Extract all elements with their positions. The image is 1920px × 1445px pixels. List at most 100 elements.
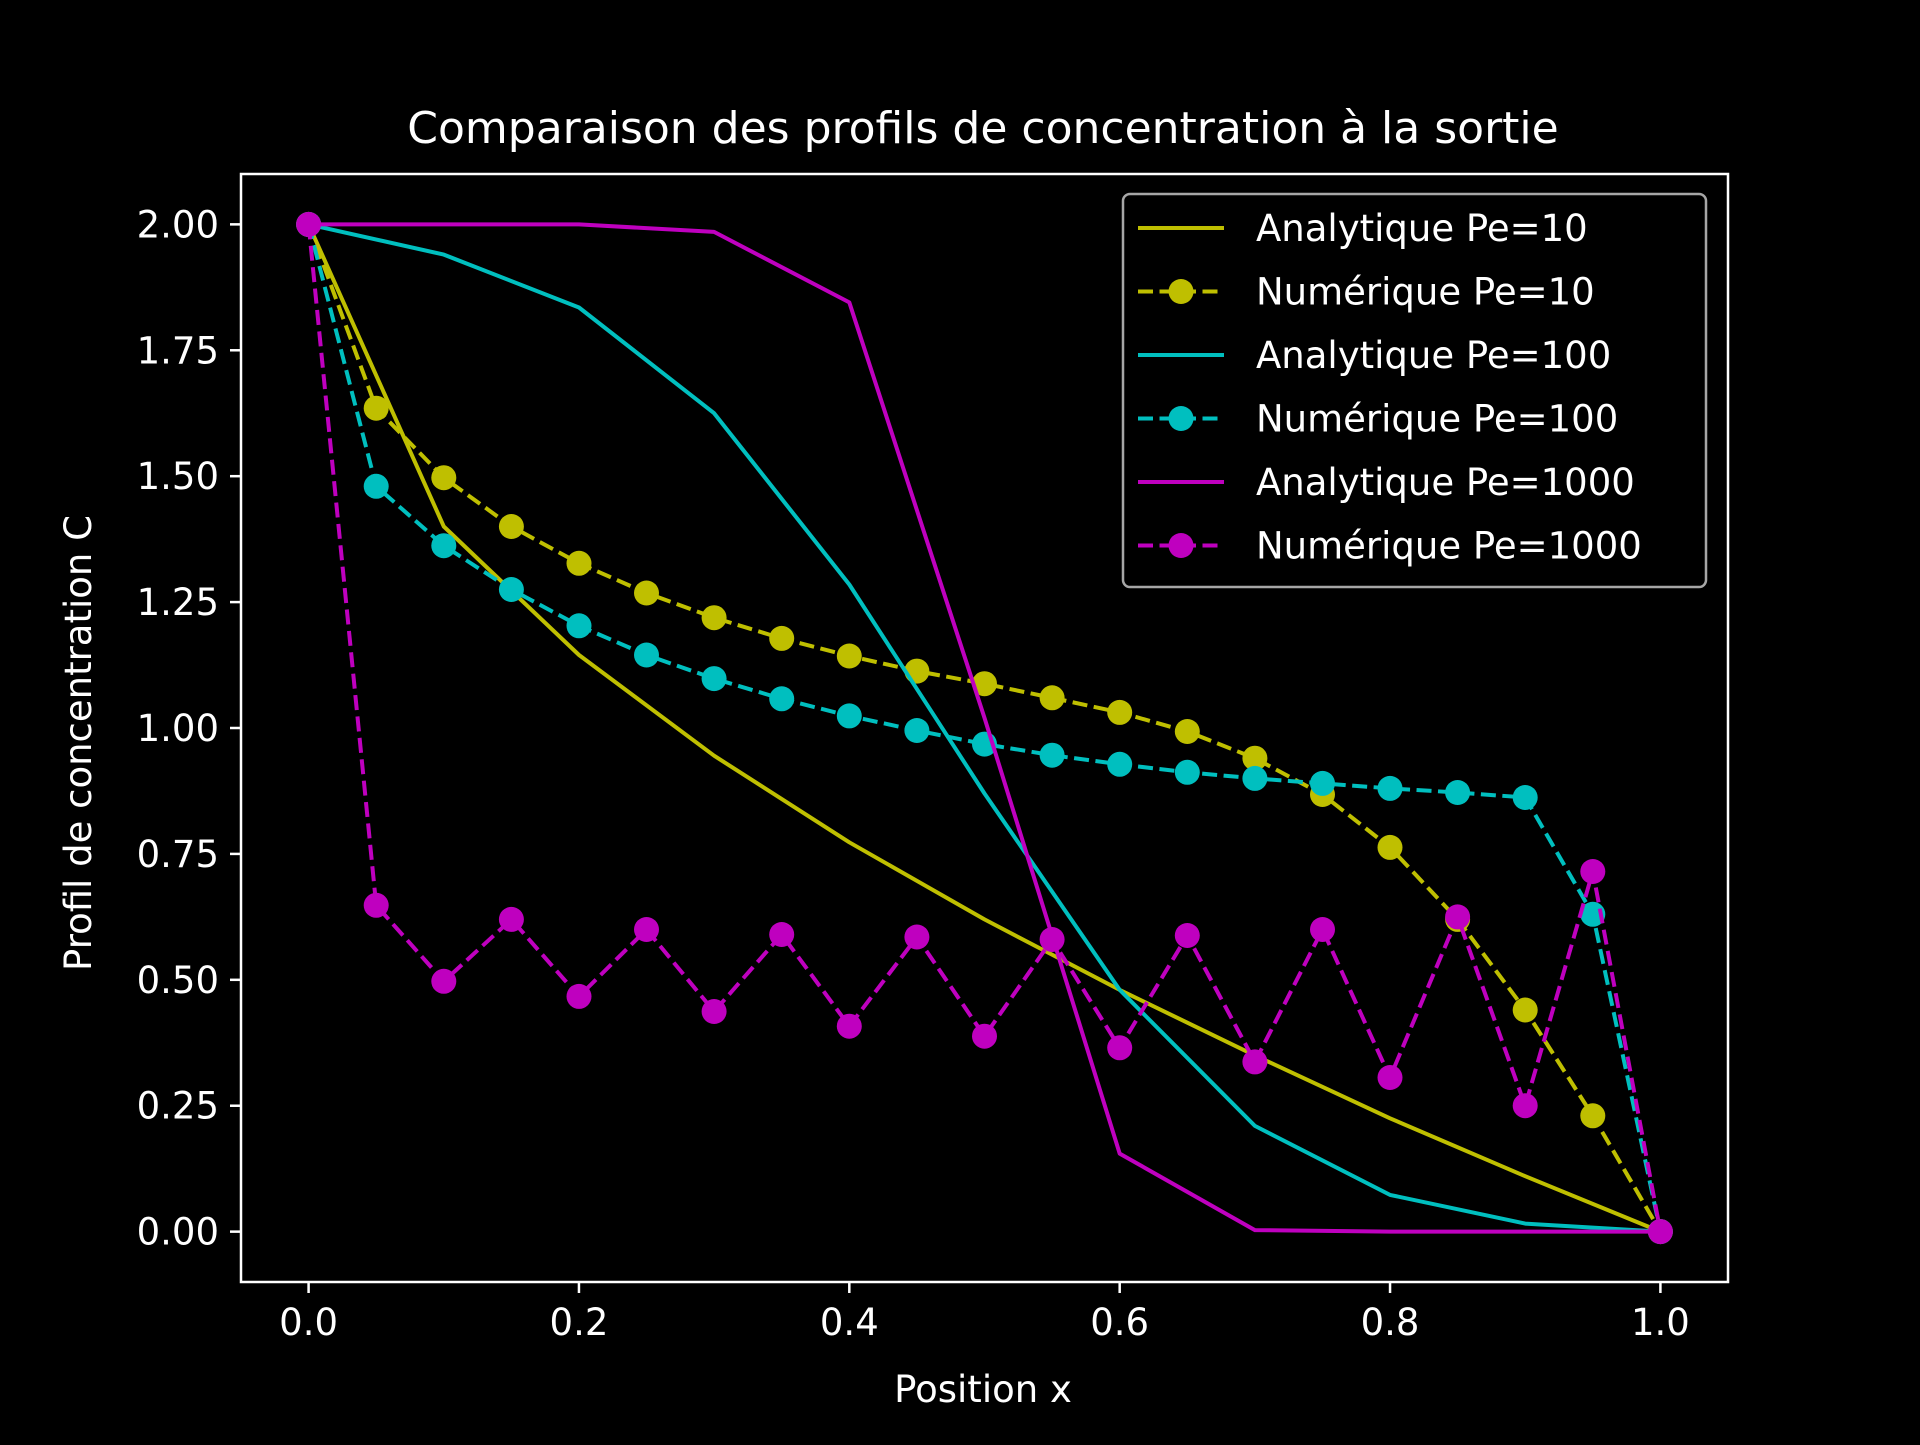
data-point-numerique-pe-100 [1242, 765, 1268, 791]
data-point-numerique-pe-1000 [634, 917, 659, 942]
series-layer [296, 211, 1673, 1245]
data-point-numerique-pe-1000 [1377, 1065, 1403, 1090]
series-analytique-pe-1000 [308, 222, 1661, 1234]
legend-item-analytique-pe-100: Analytique Pe=100 [1138, 334, 1611, 377]
data-point-numerique-pe-1000 [1445, 904, 1471, 930]
y-tick-label: 2.00 [137, 203, 219, 246]
data-point-numerique-pe-100 [634, 642, 659, 668]
series-line-numerique-pe-1000 [306, 224, 1663, 1232]
data-point-numerique-pe-1000 [1580, 859, 1606, 884]
y-axis-label: Profil de concentration C [57, 515, 100, 971]
data-point-numerique-pe-100 [1174, 759, 1200, 785]
x-tick-label: 0.4 [820, 1301, 879, 1344]
data-point-numerique-pe-10 [701, 605, 727, 631]
data-point-numerique-pe-100 [1580, 901, 1606, 927]
axes-layer: 0.0 0.2 0.4 0.6 0.8 1.0 0.00 0.25 0.50 0.75 1.00 1.… [137, 172, 1730, 1344]
y-tick-label: 1.50 [137, 455, 219, 498]
x-tick-label: 0.2 [550, 1301, 609, 1344]
y-tick-label: 1.25 [137, 581, 219, 624]
data-point-numerique-pe-1000 [1242, 1049, 1268, 1075]
y-tick-label: 0.00 [137, 1211, 219, 1254]
data-point-numerique-pe-100 [566, 613, 592, 639]
data-point-numerique-pe-1000 [498, 906, 524, 932]
data-point-numerique-pe-10 [1174, 719, 1200, 744]
data-point-numerique-pe-100 [1107, 751, 1133, 777]
series-line-analytique-pe-1000 [308, 222, 1661, 1234]
x-tick-label: 0.8 [1361, 1301, 1420, 1344]
legend-label-analytique-pe-1000: Analytique Pe=1000 [1256, 461, 1635, 504]
data-point-numerique-pe-1000 [1647, 1219, 1673, 1245]
series-line-numerique-pe-10 [306, 223, 1663, 1233]
data-point-numerique-pe-10 [431, 465, 457, 491]
data-point-numerique-pe-100 [1512, 785, 1538, 810]
data-point-numerique-pe-10 [769, 625, 795, 651]
y-tick-label: 1.75 [137, 329, 219, 372]
legend-items: Analytique Pe=10 Numérique Pe=10 Analytiqu… [1138, 207, 1642, 568]
data-point-numerique-pe-10 [1039, 685, 1065, 711]
data-point-numerique-pe-100 [1445, 780, 1471, 805]
data-point-numerique-pe-10 [1242, 745, 1268, 771]
y-tick-label: 0.50 [137, 959, 219, 1002]
series-analytique-pe-10 [306, 223, 1662, 1234]
x-tick-label: 1.0 [1631, 1301, 1690, 1344]
data-point-numerique-pe-1000 [1107, 1035, 1133, 1061]
legend-marker-numerique-pe-1000 [1168, 533, 1194, 558]
legend-item-numerique-pe-10: Numérique Pe=10 [1138, 271, 1595, 314]
legend-label-numerique-pe-1000: Numérique Pe=1000 [1256, 525, 1642, 568]
legend: Analytique Pe=10 Numérique Pe=10 Analytiqu… [1121, 192, 1708, 589]
data-point-numerique-pe-10 [566, 550, 592, 576]
y-tick-label: 0.25 [137, 1085, 219, 1128]
series-line-analytique-pe-10 [306, 223, 1662, 1234]
data-point-numerique-pe-1000 [1310, 917, 1335, 942]
data-point-numerique-pe-1000 [1039, 927, 1065, 952]
x-tick-label: 0.6 [1090, 1301, 1149, 1344]
legend-item-analytique-pe-10: Analytique Pe=10 [1138, 207, 1588, 250]
data-point-numerique-pe-1000 [769, 922, 795, 947]
x-axis-label: Position x [894, 1368, 1072, 1411]
data-point-numerique-pe-100 [769, 686, 795, 712]
data-point-numerique-pe-1000 [836, 1013, 862, 1039]
data-point-numerique-pe-10 [498, 514, 524, 539]
data-point-numerique-pe-10 [836, 643, 862, 669]
data-point-numerique-pe-10 [363, 395, 389, 421]
legend-label-analytique-pe-10: Analytique Pe=10 [1256, 207, 1588, 250]
legend-item-numerique-pe-1000: Numérique Pe=1000 [1138, 525, 1642, 568]
legend-label-numerique-pe-100: Numérique Pe=100 [1256, 398, 1618, 441]
series-line-analytique-pe-100 [308, 222, 1661, 1234]
series-numerique-pe-1000 [296, 211, 1673, 1245]
legend-item-analytique-pe-1000: Analytique Pe=1000 [1138, 461, 1635, 504]
data-point-numerique-pe-100 [1377, 775, 1403, 801]
legend-marker-numerique-pe-100 [1168, 406, 1194, 431]
data-point-numerique-pe-1000 [1174, 923, 1200, 948]
data-point-numerique-pe-1000 [363, 892, 389, 918]
data-point-numerique-pe-10 [1580, 1103, 1606, 1129]
legend-marker-numerique-pe-10 [1168, 279, 1194, 304]
data-point-numerique-pe-1000 [566, 983, 592, 1009]
legend-label-numerique-pe-10: Numérique Pe=10 [1256, 271, 1595, 314]
data-point-numerique-pe-100 [701, 666, 727, 692]
data-point-numerique-pe-1000 [972, 1023, 997, 1049]
data-point-numerique-pe-1000 [431, 968, 457, 994]
chart-title: Comparaison des profils de concentration… [407, 103, 1558, 154]
legend-item-numerique-pe-100: Numérique Pe=100 [1138, 398, 1618, 441]
data-point-numerique-pe-100 [498, 577, 524, 602]
data-point-numerique-pe-1000 [701, 999, 727, 1024]
legend-label-analytique-pe-100: Analytique Pe=100 [1256, 334, 1611, 377]
data-point-numerique-pe-10 [1377, 834, 1403, 860]
series-analytique-pe-100 [308, 222, 1661, 1234]
data-point-numerique-pe-1000 [1512, 1093, 1538, 1119]
data-point-numerique-pe-1000 [296, 211, 322, 237]
data-point-numerique-pe-100 [1310, 770, 1335, 796]
data-point-numerique-pe-10 [904, 658, 930, 684]
data-point-numerique-pe-10 [634, 580, 659, 606]
x-tick-label: 0.0 [279, 1301, 338, 1344]
data-point-numerique-pe-100 [904, 718, 930, 743]
data-point-numerique-pe-100 [363, 473, 389, 499]
y-tick-label: 0.75 [137, 833, 219, 876]
data-point-numerique-pe-100 [1039, 742, 1065, 768]
data-point-numerique-pe-10 [972, 671, 997, 697]
data-point-numerique-pe-10 [1107, 699, 1133, 725]
y-tick-label: 1.00 [137, 707, 219, 750]
